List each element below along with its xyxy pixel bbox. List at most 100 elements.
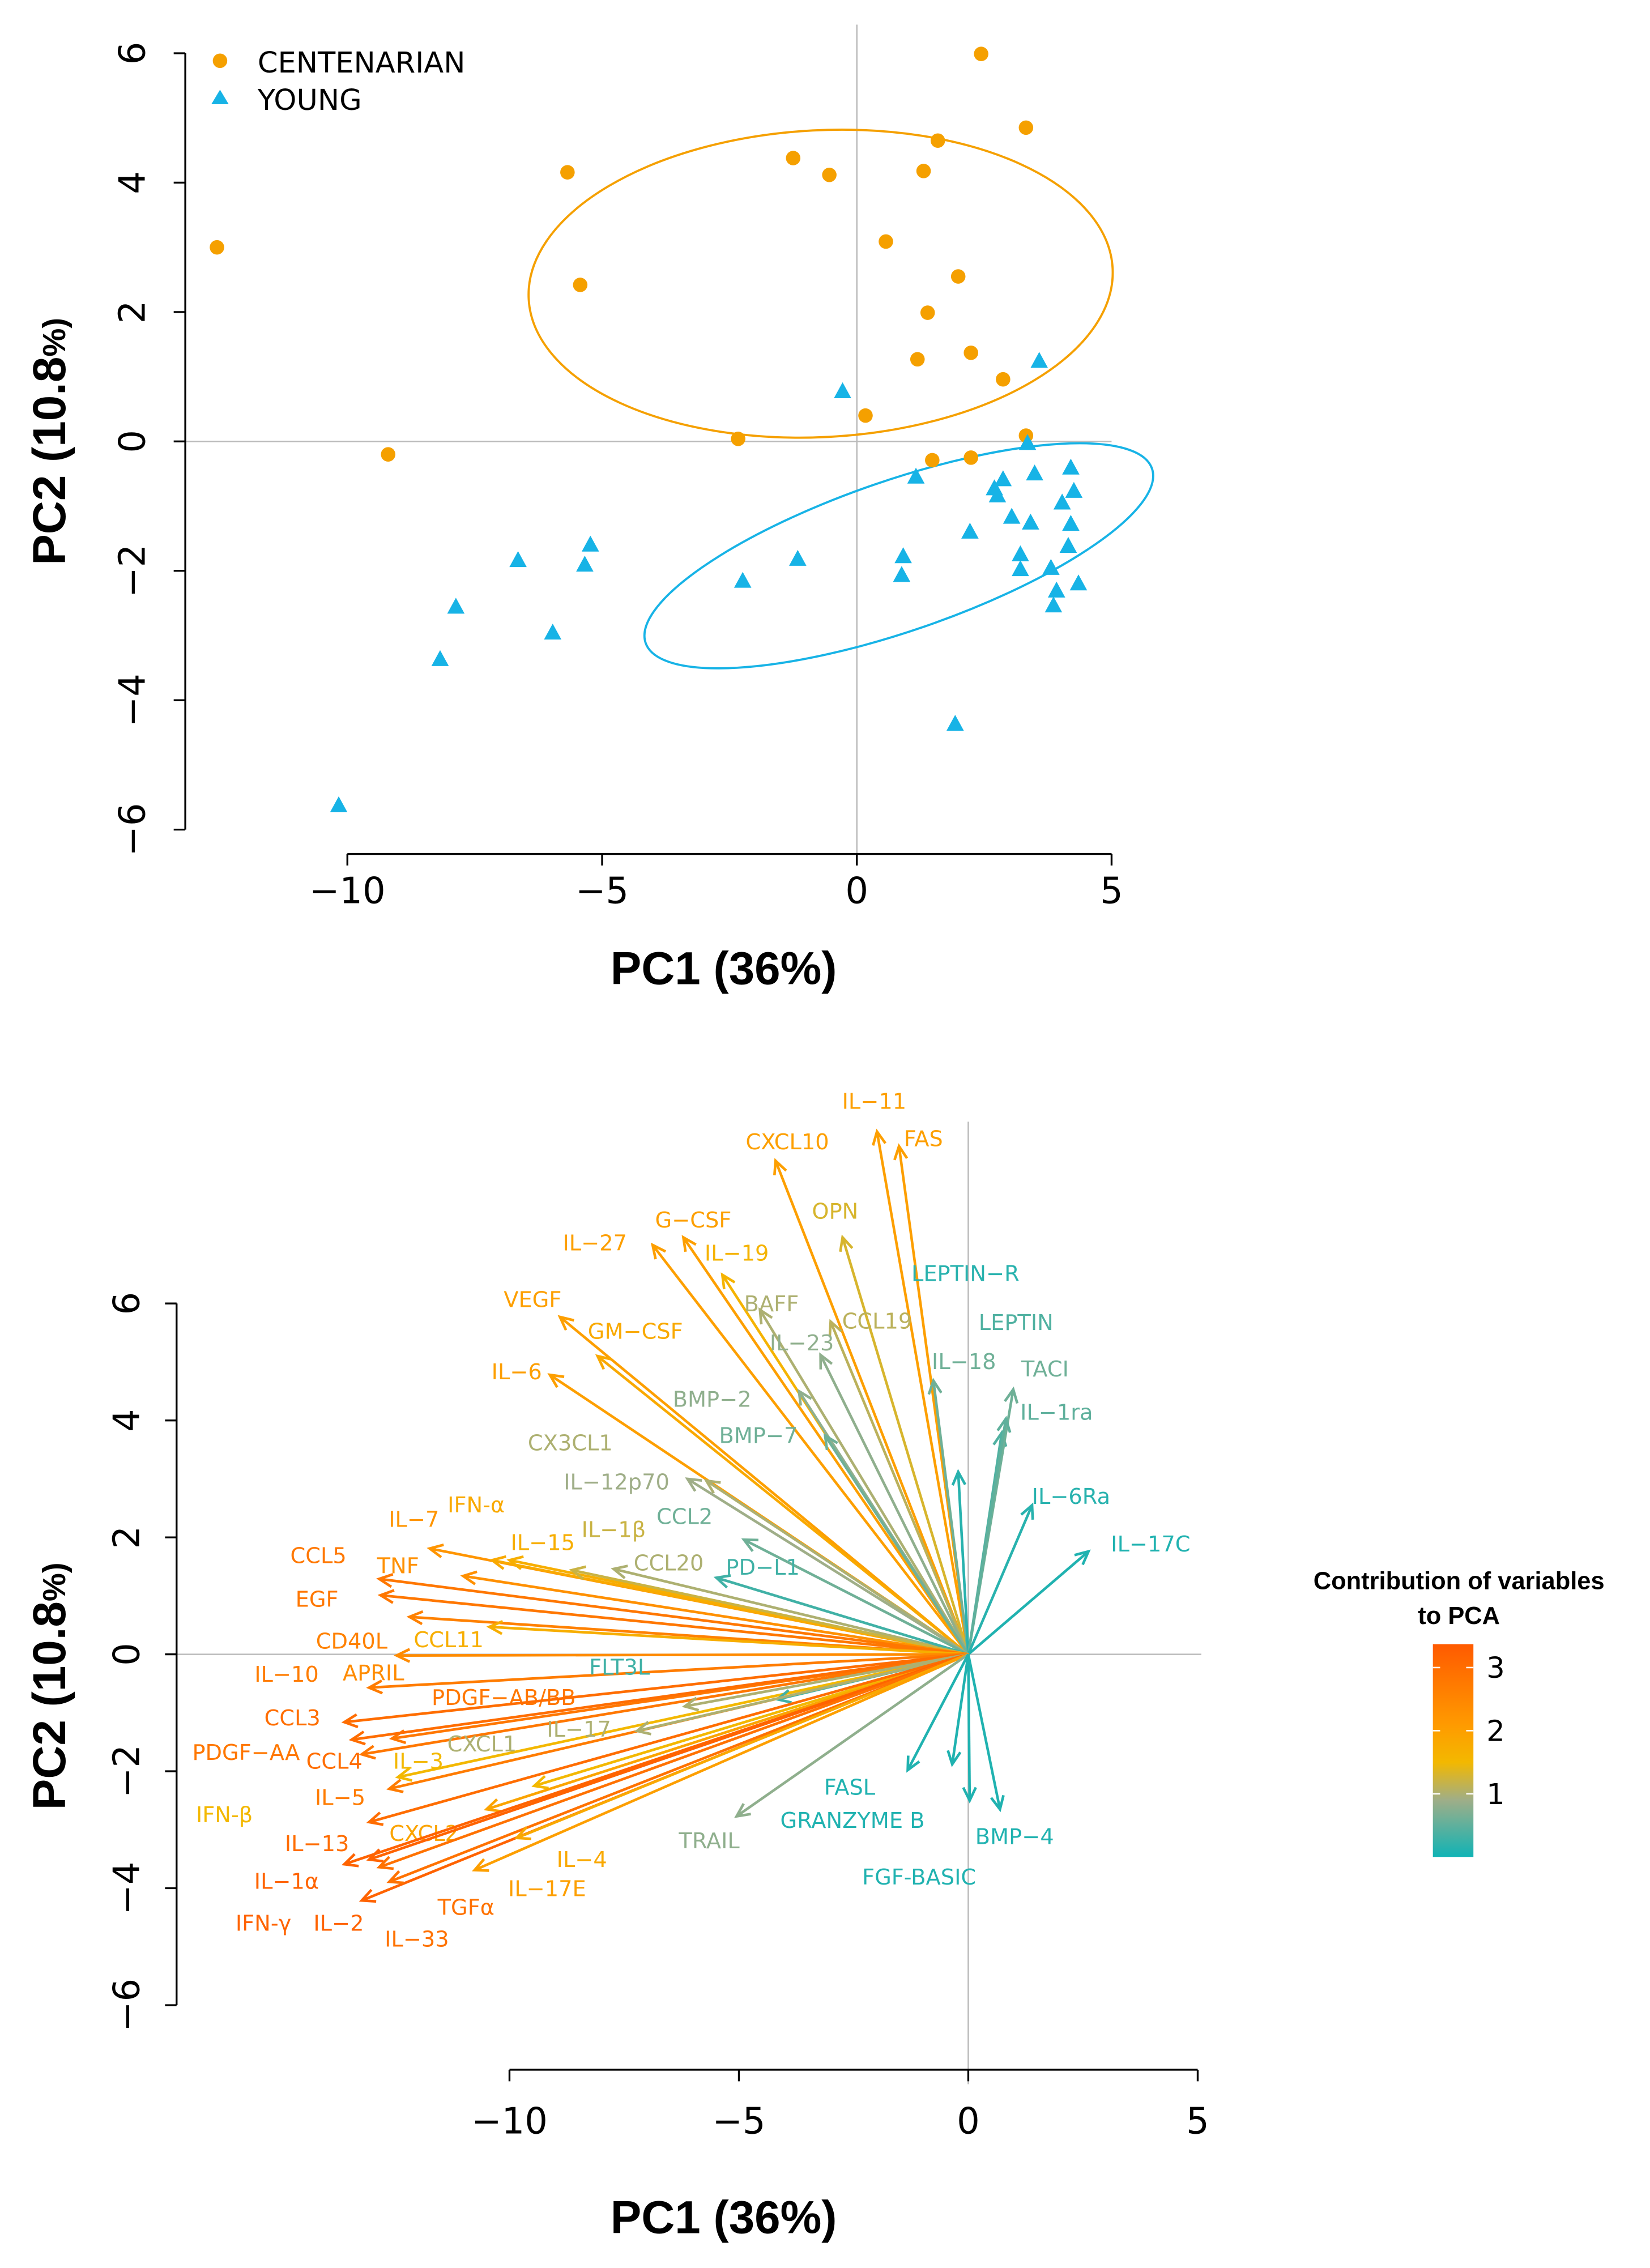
x-tick-label: 5: [1186, 2100, 1209, 2142]
centenarian-point: [974, 46, 988, 61]
legend-centenarian-marker: [212, 53, 228, 69]
variable-label: IL−3: [393, 1749, 444, 1774]
y-tick-label: 2: [112, 301, 154, 324]
variable-arrow: IL−1ra: [967, 1400, 1093, 1655]
y-tick-label: −2: [106, 1745, 148, 1798]
arrow-head: [773, 1158, 787, 1175]
arrow-shaft: [380, 1594, 969, 1656]
variable-label: CCL20: [634, 1550, 704, 1576]
arrow-shaft: [967, 1654, 971, 1801]
arrow-head: [893, 1143, 909, 1161]
variable-label: IL−11: [842, 1089, 907, 1114]
centenarian-point: [858, 408, 873, 423]
variable-label: CCL2: [656, 1504, 713, 1530]
young-point: [509, 551, 527, 568]
arrow-shaft: [463, 1574, 969, 1656]
arrow-shaft: [687, 1477, 969, 1656]
arrow-shaft: [368, 1653, 969, 1824]
arrow-shaft: [596, 1355, 969, 1656]
arrow-head: [359, 1745, 376, 1760]
arrow-head: [819, 1352, 833, 1370]
arrow-head: [341, 1853, 359, 1868]
variable-label: IL−4: [557, 1847, 607, 1873]
arrow-head: [366, 1848, 384, 1863]
arrow-head: [386, 1870, 404, 1885]
variable-label: FLT3L: [589, 1655, 650, 1680]
arrow-head: [951, 1469, 967, 1486]
young-point: [1069, 574, 1088, 591]
young-point: [789, 549, 807, 566]
x-tick-label: −10: [471, 2100, 548, 2142]
variable-label: FASL: [824, 1775, 876, 1800]
variable-arrow: CCL11: [413, 1620, 969, 1656]
variable-arrow: CXCL10: [746, 1129, 970, 1655]
variable-arrow: CX3CL1: [528, 1430, 969, 1656]
centenarian-point: [786, 151, 801, 165]
variable-arrows: IL−11 FAS CXCL10 OPN G−CSF IL−27 IL−19 BAFF CCL1…: [192, 1089, 1190, 1952]
arrow-shaft: [967, 1418, 1008, 1655]
x-tick-label: −5: [712, 2100, 765, 2142]
arrow-shaft: [361, 1653, 969, 1756]
young-point: [946, 714, 964, 731]
centenarian-point: [950, 269, 966, 284]
arrow-head: [472, 1858, 489, 1872]
centenarian-point: [731, 431, 745, 446]
colorbar-tick-label: 3: [1486, 1652, 1505, 1685]
variable-arrow: IL−11: [842, 1089, 970, 1655]
young-point: [988, 486, 1007, 502]
variable-label: EGF: [296, 1587, 339, 1612]
variable-label: IL−18: [932, 1349, 996, 1375]
arrow-head: [406, 1610, 424, 1626]
variable-arrow: APRIL: [343, 1648, 969, 1686]
young-point: [544, 623, 562, 640]
young-point: [1030, 352, 1048, 368]
young-point: [734, 572, 752, 588]
young-point: [581, 535, 599, 552]
x-tick-label: −5: [575, 870, 629, 912]
legend-centenarian-label: CENTENARIAN: [258, 46, 466, 80]
arrow-head: [377, 1589, 395, 1604]
pca-variables-biplot: PC1 (36%) PC2 (10.8%) Contribution of va…: [24, 1089, 1605, 2243]
legend-young-label: YOUNG: [257, 84, 362, 117]
young-point: [1065, 481, 1083, 498]
arrow-head: [386, 1779, 404, 1793]
variable-label: IL−7: [389, 1507, 439, 1533]
arrow-shaft: [378, 1653, 969, 1869]
variable-label: IL−12p70: [564, 1469, 670, 1495]
x-tick-label: 0: [845, 870, 868, 912]
arrow-head: [376, 1573, 394, 1588]
arrow-head: [393, 1648, 411, 1663]
variable-label: IL−23: [770, 1331, 834, 1356]
variable-arrow: IL−12p70: [564, 1469, 969, 1656]
variable-arrow: IL−18: [927, 1349, 996, 1655]
young-point: [1042, 559, 1060, 575]
variable-label: G−CSF: [655, 1208, 732, 1233]
young-point: [894, 547, 912, 564]
variable-label: FAS: [904, 1127, 943, 1152]
arrow-shaft: [876, 1131, 970, 1655]
variable-label: IL−19: [705, 1241, 769, 1267]
variable-arrow: IL−17E: [472, 1653, 969, 1902]
arrow-shaft: [932, 1380, 970, 1655]
variable-label: CCL3: [265, 1706, 321, 1731]
arrow-head: [704, 1479, 721, 1494]
variable-label: IFN-α: [447, 1493, 505, 1518]
variable-arrow: GRANZYME B: [781, 1654, 970, 1834]
variable-arrow: CCL3: [265, 1653, 969, 1731]
arrow-head: [547, 1373, 565, 1388]
y-tick-label: 4: [112, 171, 154, 194]
variable-label: CXCL10: [746, 1129, 829, 1155]
young-point: [447, 598, 465, 614]
arrow-shaft: [906, 1653, 970, 1771]
y-tick-label: −6: [106, 1979, 148, 2032]
arrow-head: [946, 1750, 962, 1767]
arrow-head: [595, 1354, 612, 1370]
variable-arrow: PDGF−AA: [192, 1653, 969, 1766]
arrow-head: [681, 1696, 700, 1712]
variable-arrow: CXCL1: [447, 1653, 969, 1757]
top-legend: CENTENARIAN YOUNG: [211, 46, 465, 117]
variable-label: PDGF−AA: [192, 1740, 300, 1766]
centenarian-point: [879, 234, 893, 249]
arrow-head: [486, 1620, 504, 1635]
